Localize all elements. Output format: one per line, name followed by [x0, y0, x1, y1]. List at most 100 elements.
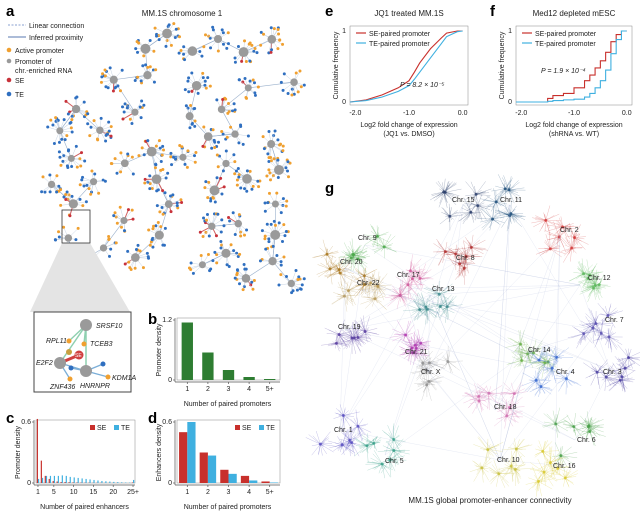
promoter-hub-node	[120, 216, 128, 225]
chromosome-edge	[410, 309, 420, 317]
te-node	[290, 291, 294, 295]
te-node	[200, 54, 204, 58]
chromosome-edge	[583, 273, 587, 284]
panel-b-x-tick: 3	[227, 386, 231, 393]
chromosome-edge	[538, 248, 551, 250]
chromosome-edge	[586, 259, 590, 276]
chromosome-edge	[361, 282, 371, 297]
chromosome-edge	[524, 352, 534, 355]
te-node	[226, 42, 230, 46]
chromosome-edge	[599, 284, 611, 287]
chromosome-edge	[460, 211, 471, 215]
chromosome-edge	[444, 180, 450, 193]
chromosome-hub	[346, 289, 350, 293]
chromosome-edge	[492, 205, 495, 220]
chromosome-edge	[344, 296, 348, 312]
active-promoter-node	[189, 267, 193, 271]
chromosome-edge	[463, 197, 472, 213]
te-node	[286, 160, 290, 164]
chromosome-edge	[419, 304, 431, 310]
chromosome-label: Chr. 8	[456, 255, 475, 262]
chromosome-edge	[582, 327, 594, 341]
active-promoter-node	[156, 221, 160, 225]
chromosome-edge	[538, 359, 550, 373]
chromosome-edge	[407, 274, 422, 285]
active-promoter-node	[194, 150, 198, 154]
chromosome-edge	[605, 368, 611, 378]
chromosome-edge	[606, 376, 617, 386]
te-node	[85, 183, 89, 187]
te-node	[253, 81, 257, 85]
promoter-hub-node	[198, 261, 206, 269]
chromosome-edge	[470, 212, 475, 223]
active-promoter-node	[161, 212, 165, 216]
promoter-hub-node	[154, 230, 164, 240]
chromosome-edge	[516, 448, 526, 458]
chromosome-edge	[415, 336, 420, 349]
legend-chr-promoter-2: chr.-enriched RNA	[15, 68, 73, 75]
chromosome-hub	[373, 297, 377, 301]
chromosome-edge	[401, 341, 413, 349]
active-promoter-node	[239, 234, 243, 238]
panel-f-x-tick: 0.0	[622, 110, 632, 117]
panel-d-x-tick: 1	[185, 489, 189, 496]
chromosome-label: Chr. 10	[497, 457, 520, 464]
chromosome-edge	[601, 333, 610, 340]
active-promoter-node	[101, 72, 105, 76]
chromosome-edge	[418, 363, 423, 377]
chromosome-edge	[587, 282, 600, 285]
chromosome-edge	[584, 285, 596, 289]
chromosome-edge	[612, 362, 623, 377]
chromosome-edge	[445, 306, 448, 323]
chromosome-edge	[384, 246, 397, 252]
te-node	[239, 186, 243, 190]
chromosome-hub	[392, 437, 396, 441]
chromosome-edge	[357, 253, 369, 260]
te-node	[281, 88, 285, 92]
chromosome-edge	[584, 284, 600, 287]
chromosome-edge	[419, 269, 432, 279]
chromosome-edge	[594, 285, 601, 294]
chromosome-edge	[427, 309, 439, 313]
chromosome-edge	[403, 344, 416, 355]
chromosome-hub	[537, 358, 541, 362]
chromosome-edge	[540, 380, 550, 387]
panel-c-bar-se	[64, 481, 66, 483]
chromosome-edge	[357, 258, 368, 265]
chromosome-label: Chr. 15	[452, 197, 475, 204]
active-promoter-node	[269, 159, 273, 163]
active-promoter-node	[211, 196, 215, 200]
active-promoter-node	[201, 71, 205, 75]
chromosome-edge	[371, 236, 378, 246]
zoom-box	[61, 209, 91, 244]
active-promoter-node	[153, 166, 157, 170]
chromosome-edge	[426, 375, 428, 385]
te-node	[211, 259, 215, 263]
chromosome-edge	[550, 248, 566, 255]
chromosome-edge	[533, 220, 546, 228]
te-node	[169, 194, 173, 198]
chromosome-hub	[480, 466, 484, 470]
chromosome-edge	[464, 252, 469, 269]
chromosome-edge	[510, 213, 523, 218]
chromosome-edge	[512, 344, 521, 353]
chromosome-edge	[516, 351, 528, 355]
active-promoter-node	[165, 39, 169, 43]
te-node	[233, 232, 237, 236]
chromosome-edge	[569, 273, 584, 282]
chromosome-hub	[382, 245, 386, 249]
active-promoter-node	[252, 278, 256, 282]
chromosome-edge	[326, 269, 340, 279]
chromosome-edge	[357, 258, 359, 275]
chromosome-edge	[510, 213, 524, 217]
chromosome-edge	[443, 191, 448, 203]
chromosome-edge	[514, 384, 524, 394]
chromosome-edge	[422, 352, 425, 364]
chromosome-edge	[440, 301, 455, 307]
panel-e-x-tick: 0.0	[458, 110, 468, 117]
chromosome-edge	[538, 355, 548, 361]
active-promoter-node	[241, 288, 245, 292]
chromosome-edge	[355, 326, 359, 338]
chromosome-edge	[428, 376, 444, 382]
te-node	[186, 79, 190, 83]
